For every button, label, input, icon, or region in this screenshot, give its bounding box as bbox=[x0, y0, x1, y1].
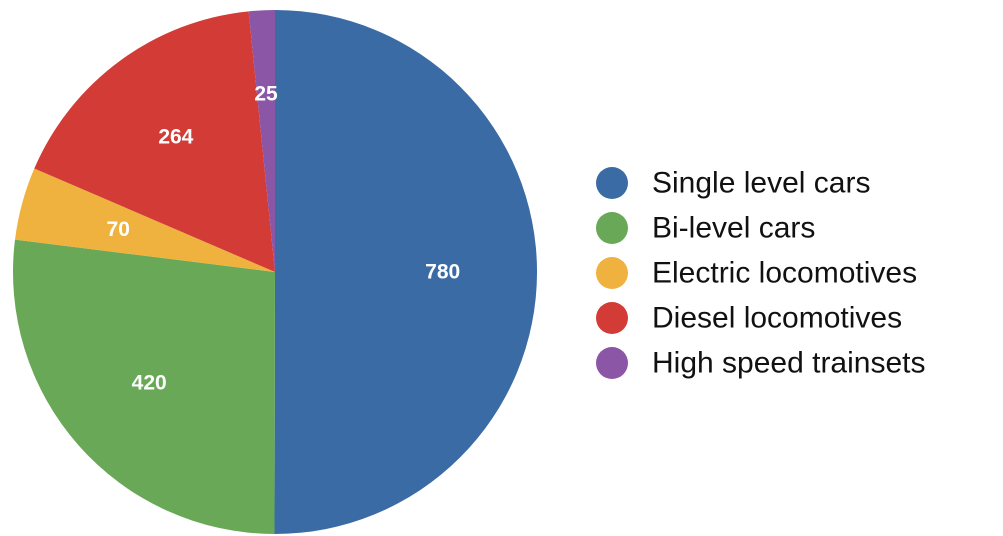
legend-label: High speed trainsets bbox=[652, 347, 926, 380]
legend-item-electric-locomotives: Electric locomotives bbox=[596, 257, 917, 290]
legend-swatch bbox=[596, 347, 628, 379]
pie-slice-diesel-locomotives bbox=[34, 11, 275, 273]
pie-slices bbox=[12, 10, 538, 535]
legend-swatch bbox=[596, 257, 628, 289]
legend-item-bi-level-cars: Bi-level cars bbox=[596, 212, 815, 245]
pie-slice-labels: 780 420 70 264 25 bbox=[107, 83, 461, 395]
pie-slice-high-speed-trainsets bbox=[248, 10, 275, 272]
pie-slice-electric-locomotives bbox=[15, 168, 276, 272]
legend-item-high-speed-trainsets: High speed trainsets bbox=[596, 347, 926, 380]
legend: Single level cars Bi-level cars Electric l… bbox=[596, 167, 926, 380]
slice-value-label: 780 bbox=[425, 261, 460, 284]
pie-slice-single-level-cars bbox=[274, 10, 538, 535]
legend-swatch bbox=[596, 212, 628, 244]
slice-value-label: 264 bbox=[158, 125, 193, 148]
pie-slice-bi-level-cars bbox=[12, 239, 275, 534]
legend-swatch bbox=[596, 302, 628, 334]
legend-item-diesel-locomotives: Diesel locomotives bbox=[596, 302, 902, 335]
slice-value-label: 420 bbox=[132, 371, 167, 394]
legend-swatch bbox=[596, 167, 628, 199]
legend-label: Bi-level cars bbox=[652, 212, 815, 245]
legend-label: Diesel locomotives bbox=[652, 302, 902, 335]
slice-value-label: 70 bbox=[107, 218, 130, 241]
legend-item-single-level-cars: Single level cars bbox=[596, 167, 870, 200]
slice-value-label: 25 bbox=[254, 83, 278, 106]
legend-label: Single level cars bbox=[652, 167, 870, 200]
legend-label: Electric locomotives bbox=[652, 257, 917, 290]
